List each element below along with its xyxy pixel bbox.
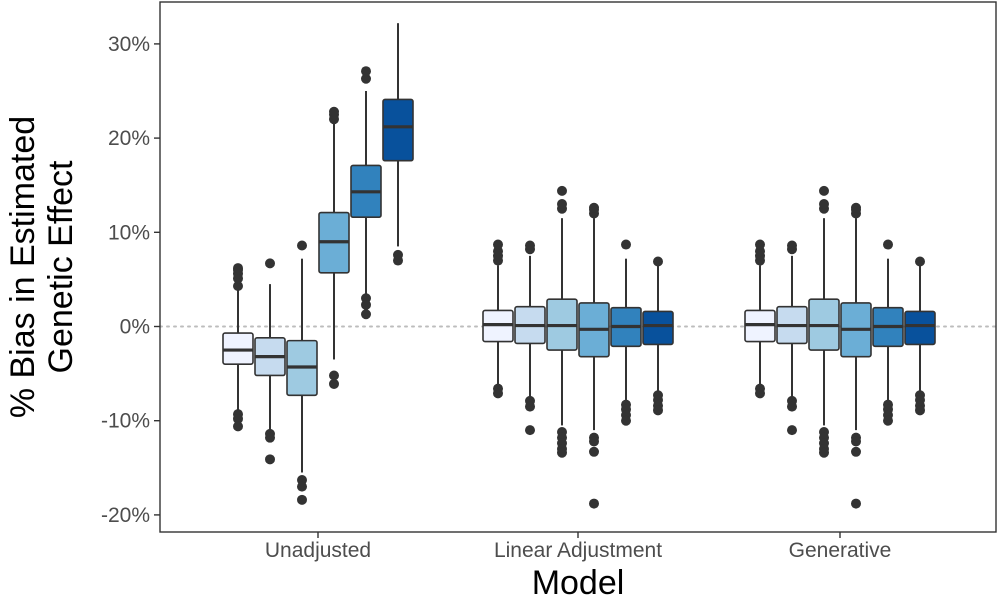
outlier-point bbox=[755, 239, 765, 250]
x-axis-title: Model bbox=[532, 564, 625, 599]
outlier-point bbox=[393, 255, 403, 266]
box bbox=[904, 310, 936, 346]
outlier-point bbox=[329, 106, 339, 117]
outlier-point bbox=[755, 388, 765, 399]
outlier-point bbox=[915, 405, 925, 416]
outlier-point bbox=[589, 446, 599, 457]
y-tick-label: -20% bbox=[101, 504, 150, 527]
y-tick-label: 30% bbox=[108, 33, 150, 56]
x-axis: Unadjusted Linear Adjustment Generative bbox=[265, 532, 891, 562]
y-tick-label: 0% bbox=[120, 316, 150, 339]
outlier-point bbox=[819, 447, 829, 458]
y-axis-title-line-1: % Bias in Estimated bbox=[4, 116, 42, 418]
outlier-point bbox=[883, 239, 893, 250]
outlier-point bbox=[493, 239, 503, 250]
outlier-point bbox=[361, 309, 371, 320]
outlier-point bbox=[525, 240, 535, 251]
outlier-point bbox=[557, 199, 567, 210]
outlier-point bbox=[265, 258, 275, 269]
y-axis-title-line-2: Genetic Effect bbox=[42, 160, 80, 373]
outlier-point bbox=[653, 256, 663, 267]
box-group bbox=[222, 23, 414, 505]
outlier-point bbox=[621, 239, 631, 250]
box-group bbox=[482, 185, 674, 509]
outlier-point bbox=[851, 498, 861, 509]
outlier-point bbox=[297, 494, 307, 505]
outlier-point bbox=[525, 425, 535, 436]
outlier-point bbox=[819, 199, 829, 210]
y-tick-label: 20% bbox=[108, 127, 150, 150]
outlier-point bbox=[233, 413, 243, 424]
outlier-point bbox=[329, 370, 339, 381]
x-tick-label: Unadjusted bbox=[265, 539, 371, 562]
x-tick-label: Linear Adjustment bbox=[494, 539, 662, 562]
outlier-point bbox=[361, 299, 371, 310]
outlier-point bbox=[653, 405, 663, 416]
outlier-point bbox=[233, 263, 243, 274]
outlier-point bbox=[361, 73, 371, 84]
outlier-point bbox=[557, 447, 567, 458]
outlier-point bbox=[819, 185, 829, 196]
outlier-point bbox=[361, 66, 371, 77]
outlier-point bbox=[787, 425, 797, 436]
outlier-point bbox=[233, 280, 243, 291]
outlier-point bbox=[557, 185, 567, 196]
outlier-point bbox=[589, 436, 599, 447]
y-tick-label: -10% bbox=[101, 410, 150, 433]
boxes-layer bbox=[222, 23, 936, 509]
outlier-point bbox=[233, 421, 243, 432]
outlier-point bbox=[589, 202, 599, 213]
box bbox=[642, 310, 674, 346]
y-tick-label: 10% bbox=[108, 221, 150, 244]
outlier-point bbox=[525, 401, 535, 412]
outlier-point bbox=[265, 432, 275, 443]
outlier-point bbox=[851, 436, 861, 447]
plot-panel-border bbox=[159, 1, 997, 533]
outlier-point bbox=[493, 388, 503, 399]
x-tick-label: Generative bbox=[789, 539, 892, 562]
outlier-point bbox=[883, 415, 893, 426]
outlier-point bbox=[265, 454, 275, 465]
outlier-point bbox=[851, 446, 861, 457]
y-axis: -20% -10% 0% 10% 20% 30% bbox=[101, 33, 160, 527]
outlier-point bbox=[329, 378, 339, 389]
outlier-point bbox=[787, 240, 797, 251]
y-axis-title: % Bias in Estimated Genetic Effect bbox=[4, 116, 80, 418]
outlier-point bbox=[915, 256, 925, 267]
box bbox=[382, 98, 414, 162]
box-group bbox=[744, 185, 936, 509]
outlier-point bbox=[297, 481, 307, 492]
outlier-point bbox=[589, 498, 599, 509]
outlier-point bbox=[851, 202, 861, 213]
outlier-point bbox=[297, 240, 307, 251]
outlier-point bbox=[787, 401, 797, 412]
outlier-point bbox=[621, 415, 631, 426]
